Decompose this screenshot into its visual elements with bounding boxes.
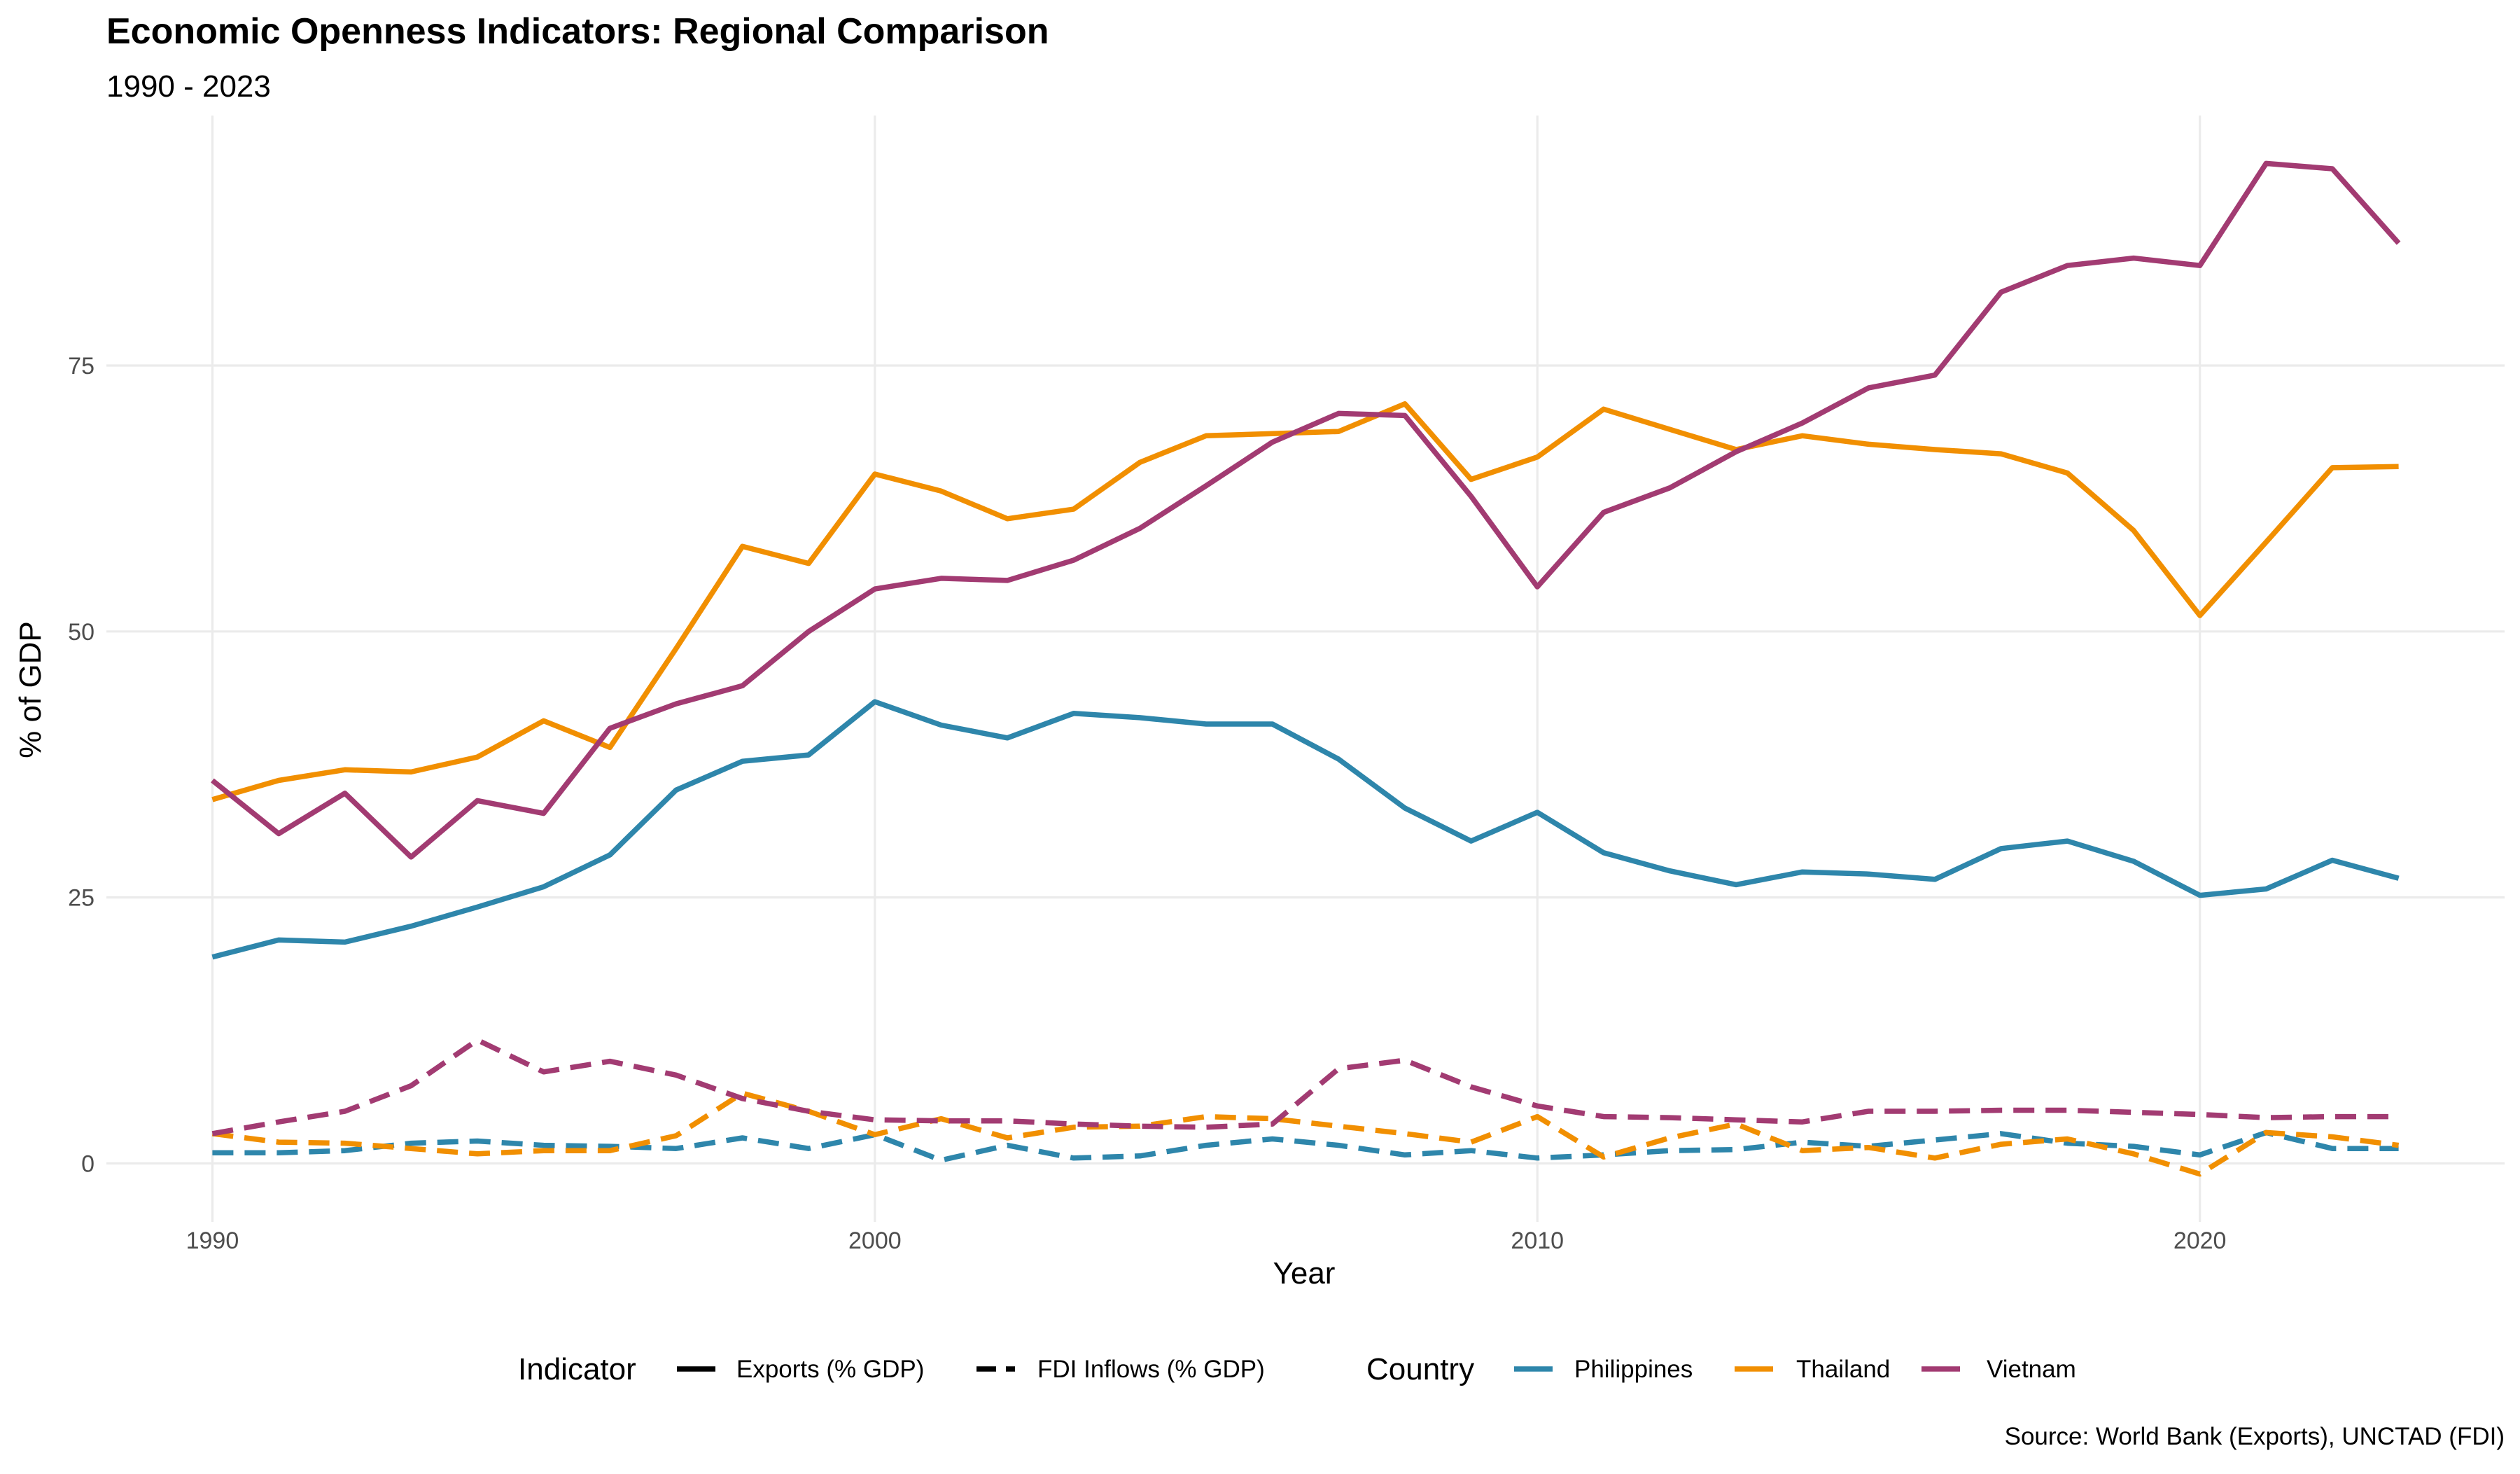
tick-layer: 0 25 50 75 1990 2000 2010 2020 (68, 353, 2226, 1254)
chart-title: Economic Openness Indicators: Regional C… (106, 11, 1049, 52)
y-axis-title: % of GDP (13, 621, 48, 758)
legend-label-philippines: Philippines (1574, 1356, 1693, 1383)
legend-title-indicator: Indicator (518, 1352, 636, 1386)
y-tick-label-0: 0 (81, 1150, 94, 1177)
chart-caption: Source: World Bank (Exports), UNCTAD (FD… (2005, 1423, 2505, 1450)
x-tick-label-2020: 2020 (2174, 1228, 2227, 1254)
legend-label-vietnam: Vietnam (1987, 1356, 2076, 1383)
legend-title-country: Country (1366, 1352, 1474, 1386)
x-axis-title: Year (1273, 1256, 1336, 1291)
y-tick-label-25: 25 (68, 885, 94, 912)
series-line-philippines-fdi (212, 1129, 2399, 1163)
legend-label-exports: Exports (% GDP) (736, 1356, 924, 1383)
series-line-philippines-exports (211, 699, 2400, 960)
legend-label-fdi: FDI Inflows (% GDP) (1037, 1356, 1265, 1383)
y-tick-label-50: 50 (68, 619, 94, 646)
series-line-thailand-fdi (211, 1090, 2400, 1177)
series-line-vietnam-exports (211, 160, 2401, 860)
legend: Indicator Exports (% GDP) FDI Inflows (%… (518, 1352, 2076, 1386)
chart-subtitle: 1990 - 2023 (106, 69, 271, 104)
series-line-thailand-exports (211, 401, 2399, 802)
x-tick-label-2000: 2000 (848, 1228, 902, 1254)
series-layer (211, 160, 2401, 1177)
series-line-vietnam-fdi (211, 1037, 2399, 1136)
legend-label-thailand: Thailand (1796, 1356, 1890, 1383)
grid-layer (106, 116, 2505, 1222)
x-tick-label-2010: 2010 (1511, 1228, 1564, 1254)
y-tick-label-75: 75 (68, 353, 94, 380)
x-tick-label-1990: 1990 (186, 1228, 239, 1254)
